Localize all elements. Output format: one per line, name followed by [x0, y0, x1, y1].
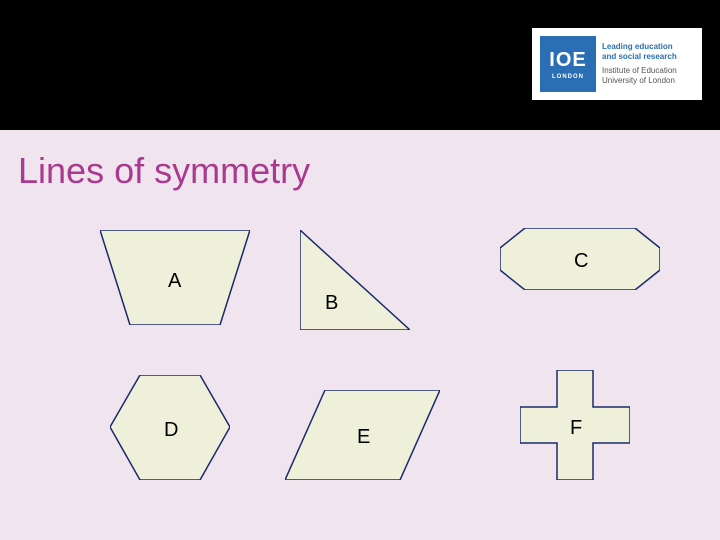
shape-b-label: B	[325, 292, 338, 315]
shape-e: E	[285, 390, 440, 485]
shape-a: A	[100, 230, 250, 330]
logo-badge: IOE LONDON	[540, 36, 596, 92]
shape-b: B	[300, 230, 410, 335]
shape-d: D	[110, 375, 230, 485]
shape-e-label: E	[357, 426, 370, 449]
shape-b-poly	[300, 230, 410, 330]
shape-a-label: A	[168, 270, 181, 293]
logo-sub: LONDON	[552, 74, 584, 80]
logo-abbrev: IOE	[549, 49, 586, 72]
shape-c: C	[500, 228, 660, 295]
shape-c-label: C	[574, 250, 588, 273]
page-title: Lines of symmetry	[18, 150, 310, 192]
logo-text: Leading education and social research In…	[602, 42, 677, 86]
shape-d-label: D	[164, 419, 178, 442]
logo-line1: Leading education	[602, 42, 677, 52]
logo-line3: Institute of Education	[602, 66, 677, 76]
triangle-icon	[300, 230, 410, 330]
logo-box: IOE LONDON Leading education and social …	[532, 28, 702, 100]
logo-line4: University of London	[602, 76, 677, 86]
shape-f: F	[520, 370, 630, 485]
shape-area: A B C D E F	[0, 210, 720, 530]
logo-line2: and social research	[602, 52, 677, 62]
shape-f-label: F	[570, 417, 582, 440]
